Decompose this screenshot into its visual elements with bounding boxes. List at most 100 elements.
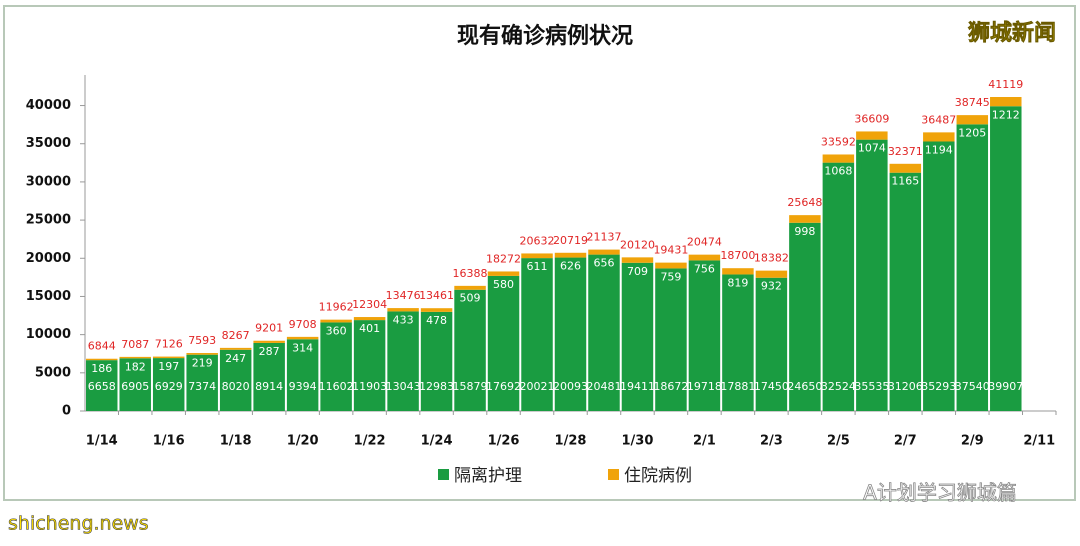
bar-segment xyxy=(655,268,687,411)
value-label: 611 xyxy=(527,260,548,273)
bar-segment xyxy=(655,262,687,269)
value-label: 32524 xyxy=(821,380,856,393)
bar-segment xyxy=(353,317,386,321)
x-tick-label: 1/16 xyxy=(153,434,185,449)
total-label: 25648 xyxy=(787,196,822,209)
y-tick-label: 35000 xyxy=(26,136,71,151)
bar-segment xyxy=(789,222,821,411)
value-label: 580 xyxy=(493,278,514,291)
x-tick-label: 1/24 xyxy=(421,434,453,449)
x-tick-label: 2/1 xyxy=(693,434,716,449)
bar-segment xyxy=(923,141,955,412)
value-label: 13043 xyxy=(386,380,421,393)
bar-segment xyxy=(420,308,453,312)
total-label: 12304 xyxy=(352,298,387,311)
total-label: 7087 xyxy=(121,338,149,351)
bar-segment xyxy=(219,347,252,350)
value-label: 1165 xyxy=(891,175,919,188)
value-label: 37540 xyxy=(955,380,990,393)
value-label: 6905 xyxy=(121,380,149,393)
bar-segment xyxy=(588,254,620,411)
bar-segment xyxy=(990,97,1022,107)
y-tick-label: 5000 xyxy=(35,365,71,380)
bar-segment xyxy=(956,124,989,412)
value-label: 709 xyxy=(627,265,648,278)
x-tick-label: 1/14 xyxy=(86,434,118,449)
value-label: 6658 xyxy=(88,380,116,393)
y-tick-label: 15000 xyxy=(26,289,71,304)
bar-segment xyxy=(152,358,185,411)
bar-segment xyxy=(320,319,352,323)
legend-swatch xyxy=(438,469,449,480)
bar-segment xyxy=(186,354,218,411)
value-label: 401 xyxy=(359,322,380,335)
value-label: 626 xyxy=(560,260,581,273)
value-label: 1068 xyxy=(824,165,852,178)
y-tick-label: 20000 xyxy=(26,251,71,266)
bar-segment xyxy=(889,172,922,411)
bar-segment xyxy=(755,270,788,278)
value-label: 197 xyxy=(158,360,179,373)
total-label: 6844 xyxy=(88,340,116,353)
bar-segment xyxy=(454,285,486,290)
x-tick-label: 1/26 xyxy=(488,434,520,449)
value-label: 20021 xyxy=(520,380,555,393)
value-label: 314 xyxy=(292,341,313,354)
value-label: 6929 xyxy=(155,380,183,393)
y-tick-label: 40000 xyxy=(26,98,71,113)
value-label: 11602 xyxy=(319,380,354,393)
bar-segment xyxy=(420,311,453,411)
total-label: 8267 xyxy=(222,329,250,342)
value-label: 1212 xyxy=(992,108,1020,121)
total-label: 41119 xyxy=(988,78,1023,91)
bar-segment xyxy=(755,277,788,411)
y-tick-label: 25000 xyxy=(26,213,71,228)
bar-segment xyxy=(554,257,587,411)
bar-segment xyxy=(688,254,721,261)
bar-segment xyxy=(621,257,654,263)
bar-segment xyxy=(487,271,520,276)
bar-segment xyxy=(688,260,721,411)
x-tick-label: 1/18 xyxy=(220,434,252,449)
value-label: 509 xyxy=(460,292,481,305)
bar-segment xyxy=(588,249,620,255)
value-label: 287 xyxy=(259,345,280,358)
total-label: 18272 xyxy=(486,252,521,265)
total-label: 19431 xyxy=(653,244,688,257)
value-label: 360 xyxy=(326,324,347,337)
total-label: 13461 xyxy=(419,289,454,302)
total-label: 33592 xyxy=(821,135,856,148)
value-label: 35293 xyxy=(921,380,956,393)
x-tick-label: 2/7 xyxy=(894,434,917,449)
value-label: 8914 xyxy=(255,380,283,393)
bar-segment xyxy=(86,360,118,411)
bar-segment xyxy=(990,106,1022,411)
legend-swatch xyxy=(608,469,619,480)
watermark: 狮城新闻 xyxy=(968,20,1056,46)
bar-segment xyxy=(822,154,855,163)
x-tick-label: 1/22 xyxy=(354,434,386,449)
bar-segment xyxy=(521,253,553,259)
bar-segment xyxy=(822,162,855,411)
value-label: 19718 xyxy=(687,380,722,393)
value-label: 756 xyxy=(694,262,715,275)
legend-label: 住院病例 xyxy=(624,466,692,486)
y-tick-label: 0 xyxy=(62,404,71,419)
bar-segment xyxy=(722,274,754,411)
value-label: 15879 xyxy=(453,380,488,393)
x-tick-label: 1/20 xyxy=(287,434,319,449)
bar-segment xyxy=(86,358,118,361)
value-label: 39907 xyxy=(988,380,1023,393)
x-tick-label: 2/11 xyxy=(1023,434,1055,449)
bar-segment xyxy=(119,358,151,411)
bar-segment xyxy=(152,356,185,359)
bar-segment xyxy=(454,289,486,411)
value-label: 932 xyxy=(761,280,782,293)
value-label: 186 xyxy=(91,362,112,375)
total-label: 18700 xyxy=(720,249,755,262)
bar-segment xyxy=(253,340,285,343)
y-tick-label: 30000 xyxy=(26,174,71,189)
value-label: 219 xyxy=(192,357,213,370)
